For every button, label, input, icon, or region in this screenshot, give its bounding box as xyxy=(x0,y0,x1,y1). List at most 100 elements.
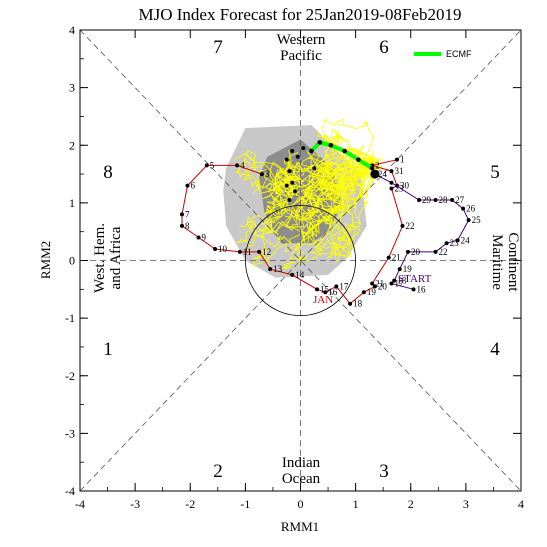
phase-3-label: 3 xyxy=(379,461,389,482)
series-point xyxy=(185,183,190,188)
phase-4-label: 4 xyxy=(490,339,500,360)
phase-6-label: 6 xyxy=(379,37,389,58)
ensemble-member-line xyxy=(263,160,378,217)
region-indian-label: Indian xyxy=(282,455,321,471)
region-continent-label: Continent xyxy=(505,232,521,292)
phase-8-label: 8 xyxy=(103,162,113,183)
series-layer: 1231302322212120191817161514131211109876… xyxy=(179,140,481,309)
series-point xyxy=(455,238,460,243)
point-label: 10 xyxy=(218,244,228,254)
region-western-label: Western xyxy=(277,32,326,48)
y-tick-label: -2 xyxy=(65,369,75,383)
series-point xyxy=(389,169,394,174)
series-point xyxy=(334,284,339,289)
series-point xyxy=(394,157,399,162)
ensemble-member-line xyxy=(289,162,382,266)
series-point xyxy=(450,197,455,202)
point-label: 3 xyxy=(265,169,270,179)
y-tick-label: 3 xyxy=(69,81,75,95)
ensemble-member-line xyxy=(252,154,374,194)
guide-diagonal-1 xyxy=(79,29,522,492)
y-axis-label: RMM2 xyxy=(38,241,53,279)
series-point xyxy=(235,163,240,168)
x-axis-label: RMM1 xyxy=(281,519,319,534)
phase-2-label: 2 xyxy=(213,461,223,482)
point-label: 11 xyxy=(243,247,252,257)
point-label: 21 xyxy=(375,279,384,289)
region-africa-label: and Africa xyxy=(108,226,124,289)
series-point xyxy=(361,290,366,295)
series-point xyxy=(317,140,323,145)
series-point xyxy=(444,241,449,246)
point-label: 16 xyxy=(328,287,338,297)
y-tick-label: 0 xyxy=(69,254,75,268)
series-point xyxy=(397,267,402,272)
series-point xyxy=(284,183,289,188)
ensemble-member-line xyxy=(332,156,375,263)
series-point xyxy=(466,218,471,223)
series-point xyxy=(348,301,353,306)
x-tick-label: -4 xyxy=(75,497,85,511)
series-point xyxy=(284,157,289,162)
point-label: 8 xyxy=(185,221,190,231)
series-point xyxy=(237,249,242,254)
x-tick-label: 0 xyxy=(298,497,304,511)
x-tick-label: -1 xyxy=(240,497,250,511)
series-point xyxy=(389,186,394,191)
x-tick-label: -3 xyxy=(130,497,140,511)
start-annotation: START xyxy=(398,273,432,285)
series-point xyxy=(323,290,328,295)
point-label: 17 xyxy=(339,281,349,291)
phase-guides xyxy=(79,29,522,492)
point-label: 19 xyxy=(403,264,413,274)
series-point xyxy=(370,281,375,286)
point-label: 31 xyxy=(394,166,403,176)
series-point xyxy=(433,249,438,254)
y-tick-label: -1 xyxy=(65,311,75,325)
point-label: 22 xyxy=(439,247,448,257)
guide-diagonal-2 xyxy=(79,29,522,492)
point-label: 27 xyxy=(455,195,465,205)
y-tick-label: 4 xyxy=(69,23,75,37)
series-point xyxy=(369,166,375,171)
point-label: 2 xyxy=(375,160,380,170)
series-point xyxy=(312,166,317,171)
series-point xyxy=(196,235,201,240)
point-label: 23 xyxy=(394,183,404,193)
point-label: 14 xyxy=(295,270,305,280)
legend-ecmf-label: ECMF xyxy=(446,49,472,59)
ensemble-member-line xyxy=(315,154,373,252)
point-label: 13 xyxy=(273,264,283,274)
series-point xyxy=(179,223,184,228)
x-tick-label: 4 xyxy=(518,497,524,511)
point-label: 23 xyxy=(450,238,460,248)
x-tick-label: 1 xyxy=(353,497,359,511)
series-point xyxy=(328,142,334,148)
point-label: 20 xyxy=(378,281,388,291)
series-point xyxy=(268,267,273,272)
region-pacific-label: Pacific xyxy=(280,48,322,64)
y-tick-label: -3 xyxy=(65,426,75,440)
point-label: 21 xyxy=(392,253,401,263)
series-point xyxy=(290,180,295,185)
point-label: 17 xyxy=(394,279,404,289)
series-point xyxy=(259,172,264,177)
region-west-hem-label: West. Hem. xyxy=(92,223,108,293)
series-point xyxy=(295,154,300,159)
point-label: 26 xyxy=(466,204,476,214)
point-label: 18 xyxy=(397,276,407,286)
series-point xyxy=(309,148,314,154)
month-annotation: JAN xyxy=(313,294,333,306)
point-label: 24 xyxy=(378,169,388,179)
unit-circle xyxy=(244,204,356,316)
ensemble-member-line xyxy=(323,128,378,168)
point-label: 12 xyxy=(262,247,271,257)
ensemble-member-line xyxy=(253,166,381,241)
series-point xyxy=(411,287,416,292)
series-point xyxy=(290,149,295,154)
ensemble-member-line xyxy=(282,158,369,270)
series-point xyxy=(417,197,422,202)
point-label: 22 xyxy=(405,221,414,231)
